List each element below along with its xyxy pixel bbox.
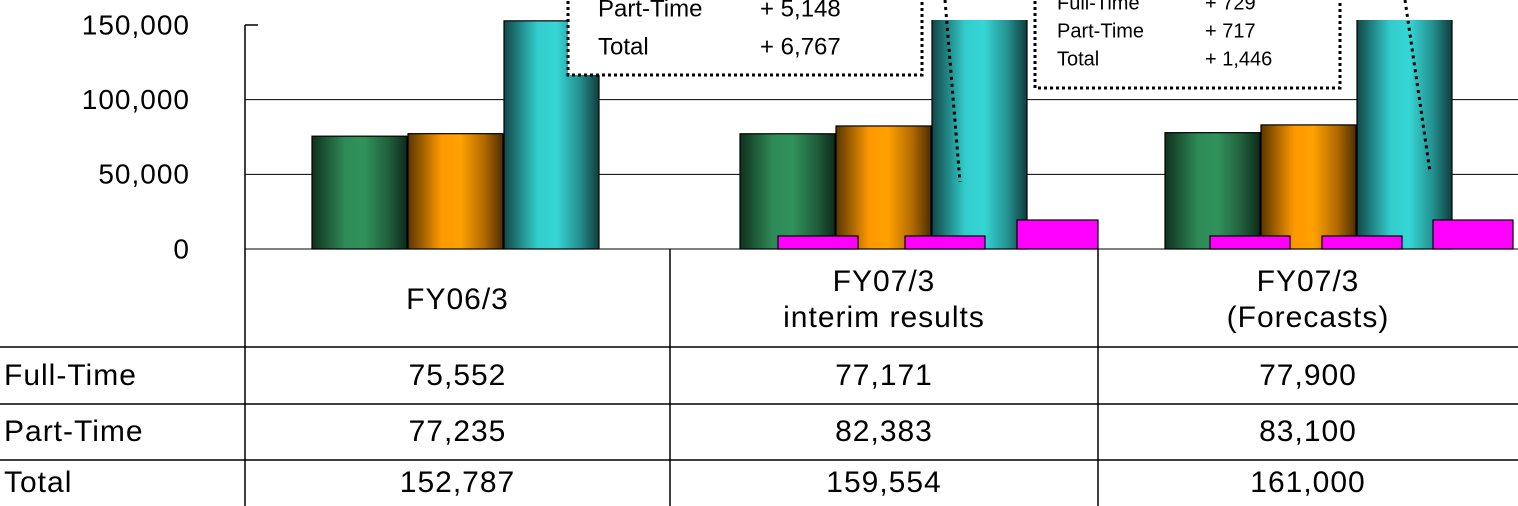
table-value: 159,554 <box>826 466 942 499</box>
y-tick-label: 50,000 <box>98 159 190 190</box>
annotation-label: Part-Time <box>1057 20 1144 42</box>
y-tick-label: 150,000 <box>82 9 190 40</box>
table-value: 77,171 <box>835 358 933 392</box>
callout-box <box>566 0 924 77</box>
table-lines <box>0 249 1518 506</box>
change-bars <box>777 219 1514 250</box>
annotation-label: Total <box>1057 48 1099 70</box>
column-header: FY07/3 interim results <box>783 264 985 334</box>
table-value: 82,383 <box>835 415 933 448</box>
bar <box>311 135 408 250</box>
y-tick-label: 0 <box>173 233 190 264</box>
annotation-value: + 1,446 <box>1205 48 1272 70</box>
table-value: 75,552 <box>408 358 507 392</box>
annotation-label: Part-Time <box>598 0 702 22</box>
bar <box>1356 20 1453 250</box>
row-label: Total <box>4 466 73 499</box>
annotation-value: + 729 <box>1205 0 1256 14</box>
bar <box>407 133 504 250</box>
row-label: Full-Time <box>4 358 137 392</box>
y-tick-label: 100,000 <box>82 84 190 115</box>
annotation-value: + 5,148 <box>760 0 841 22</box>
table-value: 77,900 <box>1259 358 1357 392</box>
callout-box <box>1033 0 1342 90</box>
table-value: 77,235 <box>408 415 507 448</box>
annotation-label: Full-Time <box>1057 0 1140 14</box>
bar <box>739 133 836 250</box>
callout-pointer <box>1403 0 1432 173</box>
bar <box>835 125 932 250</box>
row-label: Part-Time <box>4 415 144 448</box>
table-value: 83,100 <box>1259 415 1357 448</box>
bar <box>1260 124 1357 250</box>
table-value: 152,787 <box>399 466 516 499</box>
bar <box>1164 132 1261 250</box>
column-header: FY07/3 (Forecasts) <box>1226 264 1390 334</box>
column-header: FY06/3 <box>406 282 509 316</box>
annotation-label: Total <box>598 33 649 60</box>
annotation-value: + 6,767 <box>760 33 841 60</box>
callout-pointer <box>943 0 962 183</box>
annotation-value: + 717 <box>1205 20 1256 42</box>
bar <box>931 20 1028 250</box>
table-value: 161,000 <box>1250 466 1366 499</box>
